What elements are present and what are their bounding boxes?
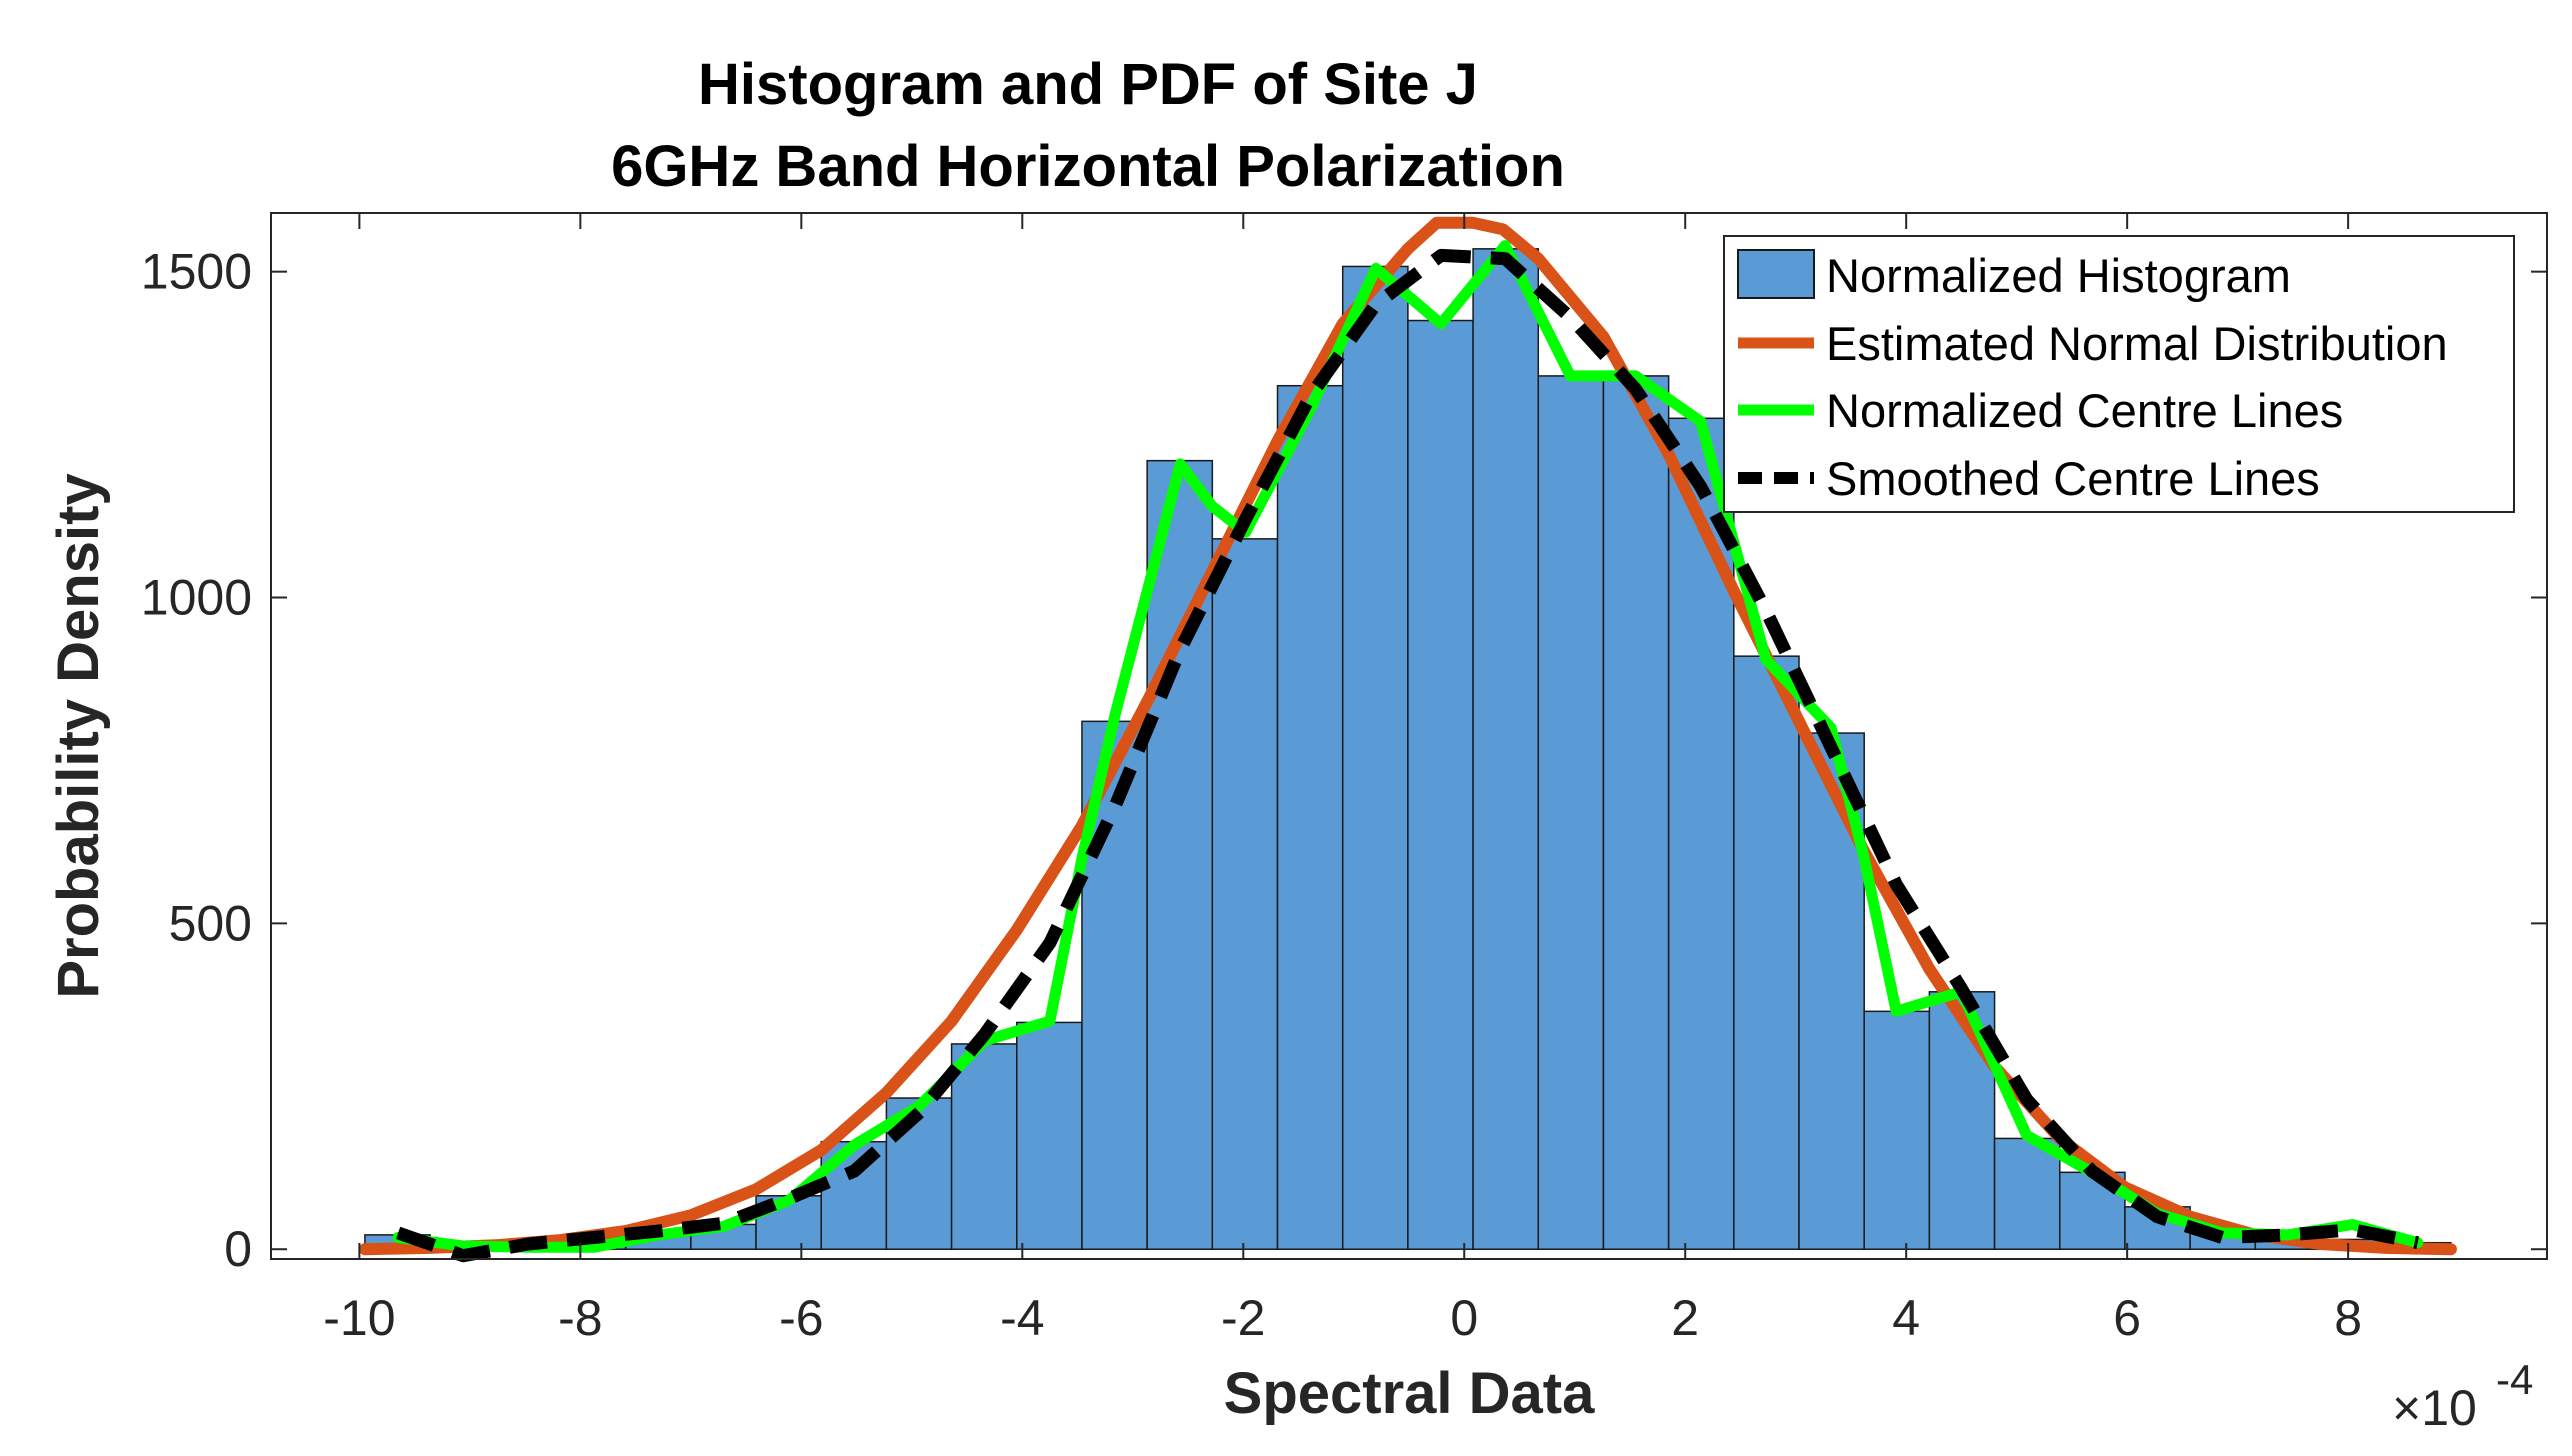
legend-swatch-histogram	[1737, 249, 1815, 299]
histogram-bar	[1016, 1021, 1083, 1250]
x-tick-label: 0	[1450, 1290, 1478, 1346]
y-tick-label: 500	[169, 895, 252, 951]
x-axis-ticks: -10 -8 -6 -4 -2 0 2 4 6 8	[323, 213, 2362, 1346]
x-exponent-label: ×10 -4	[2392, 1356, 2533, 1436]
histogram-bar	[1407, 319, 1474, 1250]
legend-label-histogram: Normalized Histogram	[1826, 249, 2291, 302]
x-tick-label: -4	[1000, 1290, 1044, 1346]
histogram-bar	[1602, 375, 1670, 1250]
y-axis-ticks: 0 500 1000 1500	[141, 244, 2547, 1277]
x-exponent-power: -4	[2496, 1356, 2533, 1403]
y-tick-label: 0	[224, 1221, 252, 1277]
y-axis-label: Probability Density	[46, 473, 111, 998]
histogram-bar	[1993, 1137, 2061, 1250]
x-tick-label: -2	[1221, 1290, 1265, 1346]
chart-title-line-1: Histogram and PDF of Site J	[698, 52, 1478, 117]
x-exponent-base: ×10	[2392, 1380, 2477, 1436]
histogram-bar	[1276, 384, 1344, 1250]
y-tick-label: 1500	[141, 244, 252, 300]
histogram-bar	[1211, 538, 1279, 1250]
legend-box	[1723, 235, 2515, 513]
x-tick-label: 8	[2334, 1290, 2362, 1346]
y-tick-label: 1000	[141, 570, 252, 626]
smoothed-centre-line	[395, 248, 2419, 1263]
normal-distribution-line	[358, 216, 2457, 1256]
x-tick-label: -8	[558, 1290, 602, 1346]
x-axis-label: Spectral Data	[1224, 1361, 1595, 1426]
histogram-bar	[1733, 655, 1800, 1250]
x-tick-label: 6	[2113, 1290, 2141, 1346]
histogram-bar	[1341, 265, 1409, 1250]
legend-label-centre: Normalized Centre Lines	[1826, 384, 2343, 437]
x-tick-label: -10	[323, 1290, 395, 1346]
series-lines	[358, 216, 2457, 1263]
legend: Normalized Histogram Estimated Normal Di…	[1723, 235, 2515, 513]
histogram-bar	[1472, 248, 1540, 1250]
x-tick-label: 2	[1671, 1290, 1699, 1346]
axes-box	[270, 212, 2548, 1260]
histogram-bar	[950, 1043, 1018, 1250]
legend-label-smoothed: Smoothed Centre Lines	[1826, 452, 2320, 505]
histogram-bar	[1863, 1010, 1931, 1250]
histogram-bar	[1537, 375, 1605, 1250]
legend-label-normal: Estimated Normal Distribution	[1826, 317, 2448, 370]
x-tick-label: 4	[1892, 1290, 1920, 1346]
chart-title-line-2: 6GHz Band Horizontal Polarization	[611, 134, 1565, 199]
x-tick-label: -6	[779, 1290, 823, 1346]
